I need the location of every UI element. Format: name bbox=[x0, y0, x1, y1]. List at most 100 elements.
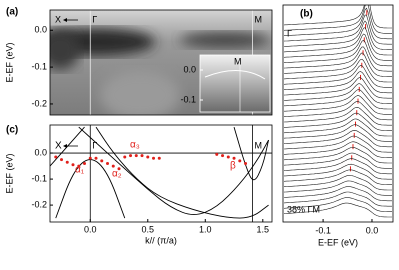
edc-curve bbox=[283, 20, 392, 50]
edc-curve bbox=[283, 152, 392, 169]
edc-curve bbox=[283, 27, 392, 56]
edc-curve bbox=[283, 33, 392, 61]
dispersion-point bbox=[244, 161, 248, 165]
symmetry-label: Γ bbox=[92, 14, 97, 24]
y-axis-label: E-EF (eV) bbox=[4, 153, 14, 193]
y-tick-label: -0.1 bbox=[31, 173, 47, 183]
edc-curve bbox=[283, 46, 392, 72]
x-tick-label: 0.0 bbox=[366, 225, 379, 235]
x-point-label: X bbox=[55, 14, 61, 24]
dispersion-point bbox=[215, 152, 219, 156]
annotation: α₃ bbox=[130, 140, 140, 151]
y-axis-label: E-EF (eV) bbox=[4, 42, 14, 82]
arrow-head bbox=[63, 18, 67, 22]
plot-area bbox=[50, 125, 272, 222]
annotation: β bbox=[230, 161, 236, 172]
dispersion-point bbox=[71, 163, 75, 167]
x-tick-label: 1.5 bbox=[257, 224, 270, 234]
dispersion-point bbox=[65, 160, 69, 164]
inset-band bbox=[204, 69, 266, 80]
edc-curve bbox=[283, 77, 392, 99]
edc-curve bbox=[283, 141, 392, 158]
edc-curve bbox=[283, 7, 392, 40]
symmetry-label: M bbox=[254, 140, 262, 150]
edc-curve bbox=[283, 5, 392, 34]
x-tick-label: -0.1 bbox=[315, 225, 331, 235]
edc-curve bbox=[283, 65, 392, 88]
edc-curve bbox=[283, 5, 392, 29]
dispersion-point bbox=[123, 155, 127, 159]
dispersion-point bbox=[60, 158, 64, 162]
edc-curve bbox=[283, 71, 392, 94]
dispersion-point bbox=[111, 164, 115, 168]
edc-curve bbox=[283, 186, 392, 202]
edc-curve bbox=[283, 169, 392, 185]
edc-curve bbox=[283, 130, 392, 148]
band-line bbox=[78, 126, 269, 215]
annotation: X bbox=[55, 141, 62, 152]
x-axis-label: k// (π/a) bbox=[145, 235, 177, 245]
x-tick-label: 0.5 bbox=[142, 224, 155, 234]
edc-curve bbox=[283, 106, 392, 126]
edc-curve bbox=[283, 175, 392, 191]
x-tick-label: 0.0 bbox=[84, 224, 97, 234]
edc-curve bbox=[283, 158, 392, 175]
inset-image bbox=[199, 54, 271, 113]
edc-curve bbox=[284, 163, 392, 180]
edc-curve bbox=[283, 58, 392, 83]
dispersion-point bbox=[100, 159, 104, 163]
dispersion-point bbox=[106, 161, 110, 165]
plot-frame bbox=[49, 124, 273, 223]
band-line bbox=[233, 126, 269, 181]
edc-curve bbox=[283, 191, 392, 207]
y-tick-label: -0.1 bbox=[31, 61, 47, 71]
panel-label: (b) bbox=[300, 9, 313, 20]
panel-label: (c) bbox=[6, 125, 18, 136]
y-tick-label: -0.2 bbox=[31, 199, 47, 209]
edc-bottom-label: 38% ΓM bbox=[287, 204, 320, 214]
plot-frame bbox=[282, 4, 394, 223]
dispersion-point bbox=[152, 156, 156, 160]
dispersion-point bbox=[134, 154, 138, 158]
x-tick-label: 1.0 bbox=[199, 224, 212, 234]
y-tick-label: -0.2 bbox=[31, 98, 47, 108]
dispersion-point bbox=[140, 154, 144, 158]
edc-curve bbox=[283, 14, 392, 45]
inset-y-tick-label: -0.1 bbox=[180, 94, 196, 104]
dispersion-point bbox=[238, 159, 242, 163]
dispersion-point bbox=[146, 155, 150, 159]
band-line bbox=[95, 126, 269, 219]
y-tick-label: 0.0 bbox=[34, 25, 47, 35]
edc-curve bbox=[283, 197, 392, 212]
inset-label: M bbox=[234, 56, 242, 66]
edc-top-label: Γ bbox=[287, 28, 292, 38]
plot-frame bbox=[49, 9, 273, 116]
edc-curve bbox=[284, 101, 392, 121]
dispersion-point bbox=[83, 161, 87, 165]
arrow-head bbox=[63, 144, 67, 148]
edc-curve bbox=[283, 39, 392, 67]
band-line bbox=[50, 126, 85, 167]
dispersion-point bbox=[54, 155, 58, 159]
edc-curve bbox=[283, 180, 392, 196]
annotation: α₂ bbox=[112, 169, 122, 180]
y-tick-label: 0.0 bbox=[34, 147, 47, 157]
edc-curve bbox=[283, 118, 392, 137]
inset-y-tick-label: 0.0 bbox=[183, 64, 196, 74]
edc-curve bbox=[283, 202, 392, 218]
x-axis-label: E-EF (eV) bbox=[318, 237, 358, 247]
dispersion-point bbox=[157, 156, 161, 160]
dispersion-point bbox=[117, 167, 121, 171]
dispersion-point bbox=[129, 154, 133, 158]
symmetry-label: Γ bbox=[92, 140, 97, 150]
dispersion-point bbox=[94, 156, 98, 160]
edc-curve bbox=[283, 135, 392, 153]
panel-label: (a) bbox=[6, 7, 18, 18]
edc-stack bbox=[283, 5, 392, 218]
edc-curve bbox=[283, 83, 392, 104]
edc-curve bbox=[284, 89, 392, 110]
edc-curve bbox=[283, 124, 392, 142]
edc-curve bbox=[284, 95, 392, 115]
dispersion-point bbox=[226, 155, 230, 159]
